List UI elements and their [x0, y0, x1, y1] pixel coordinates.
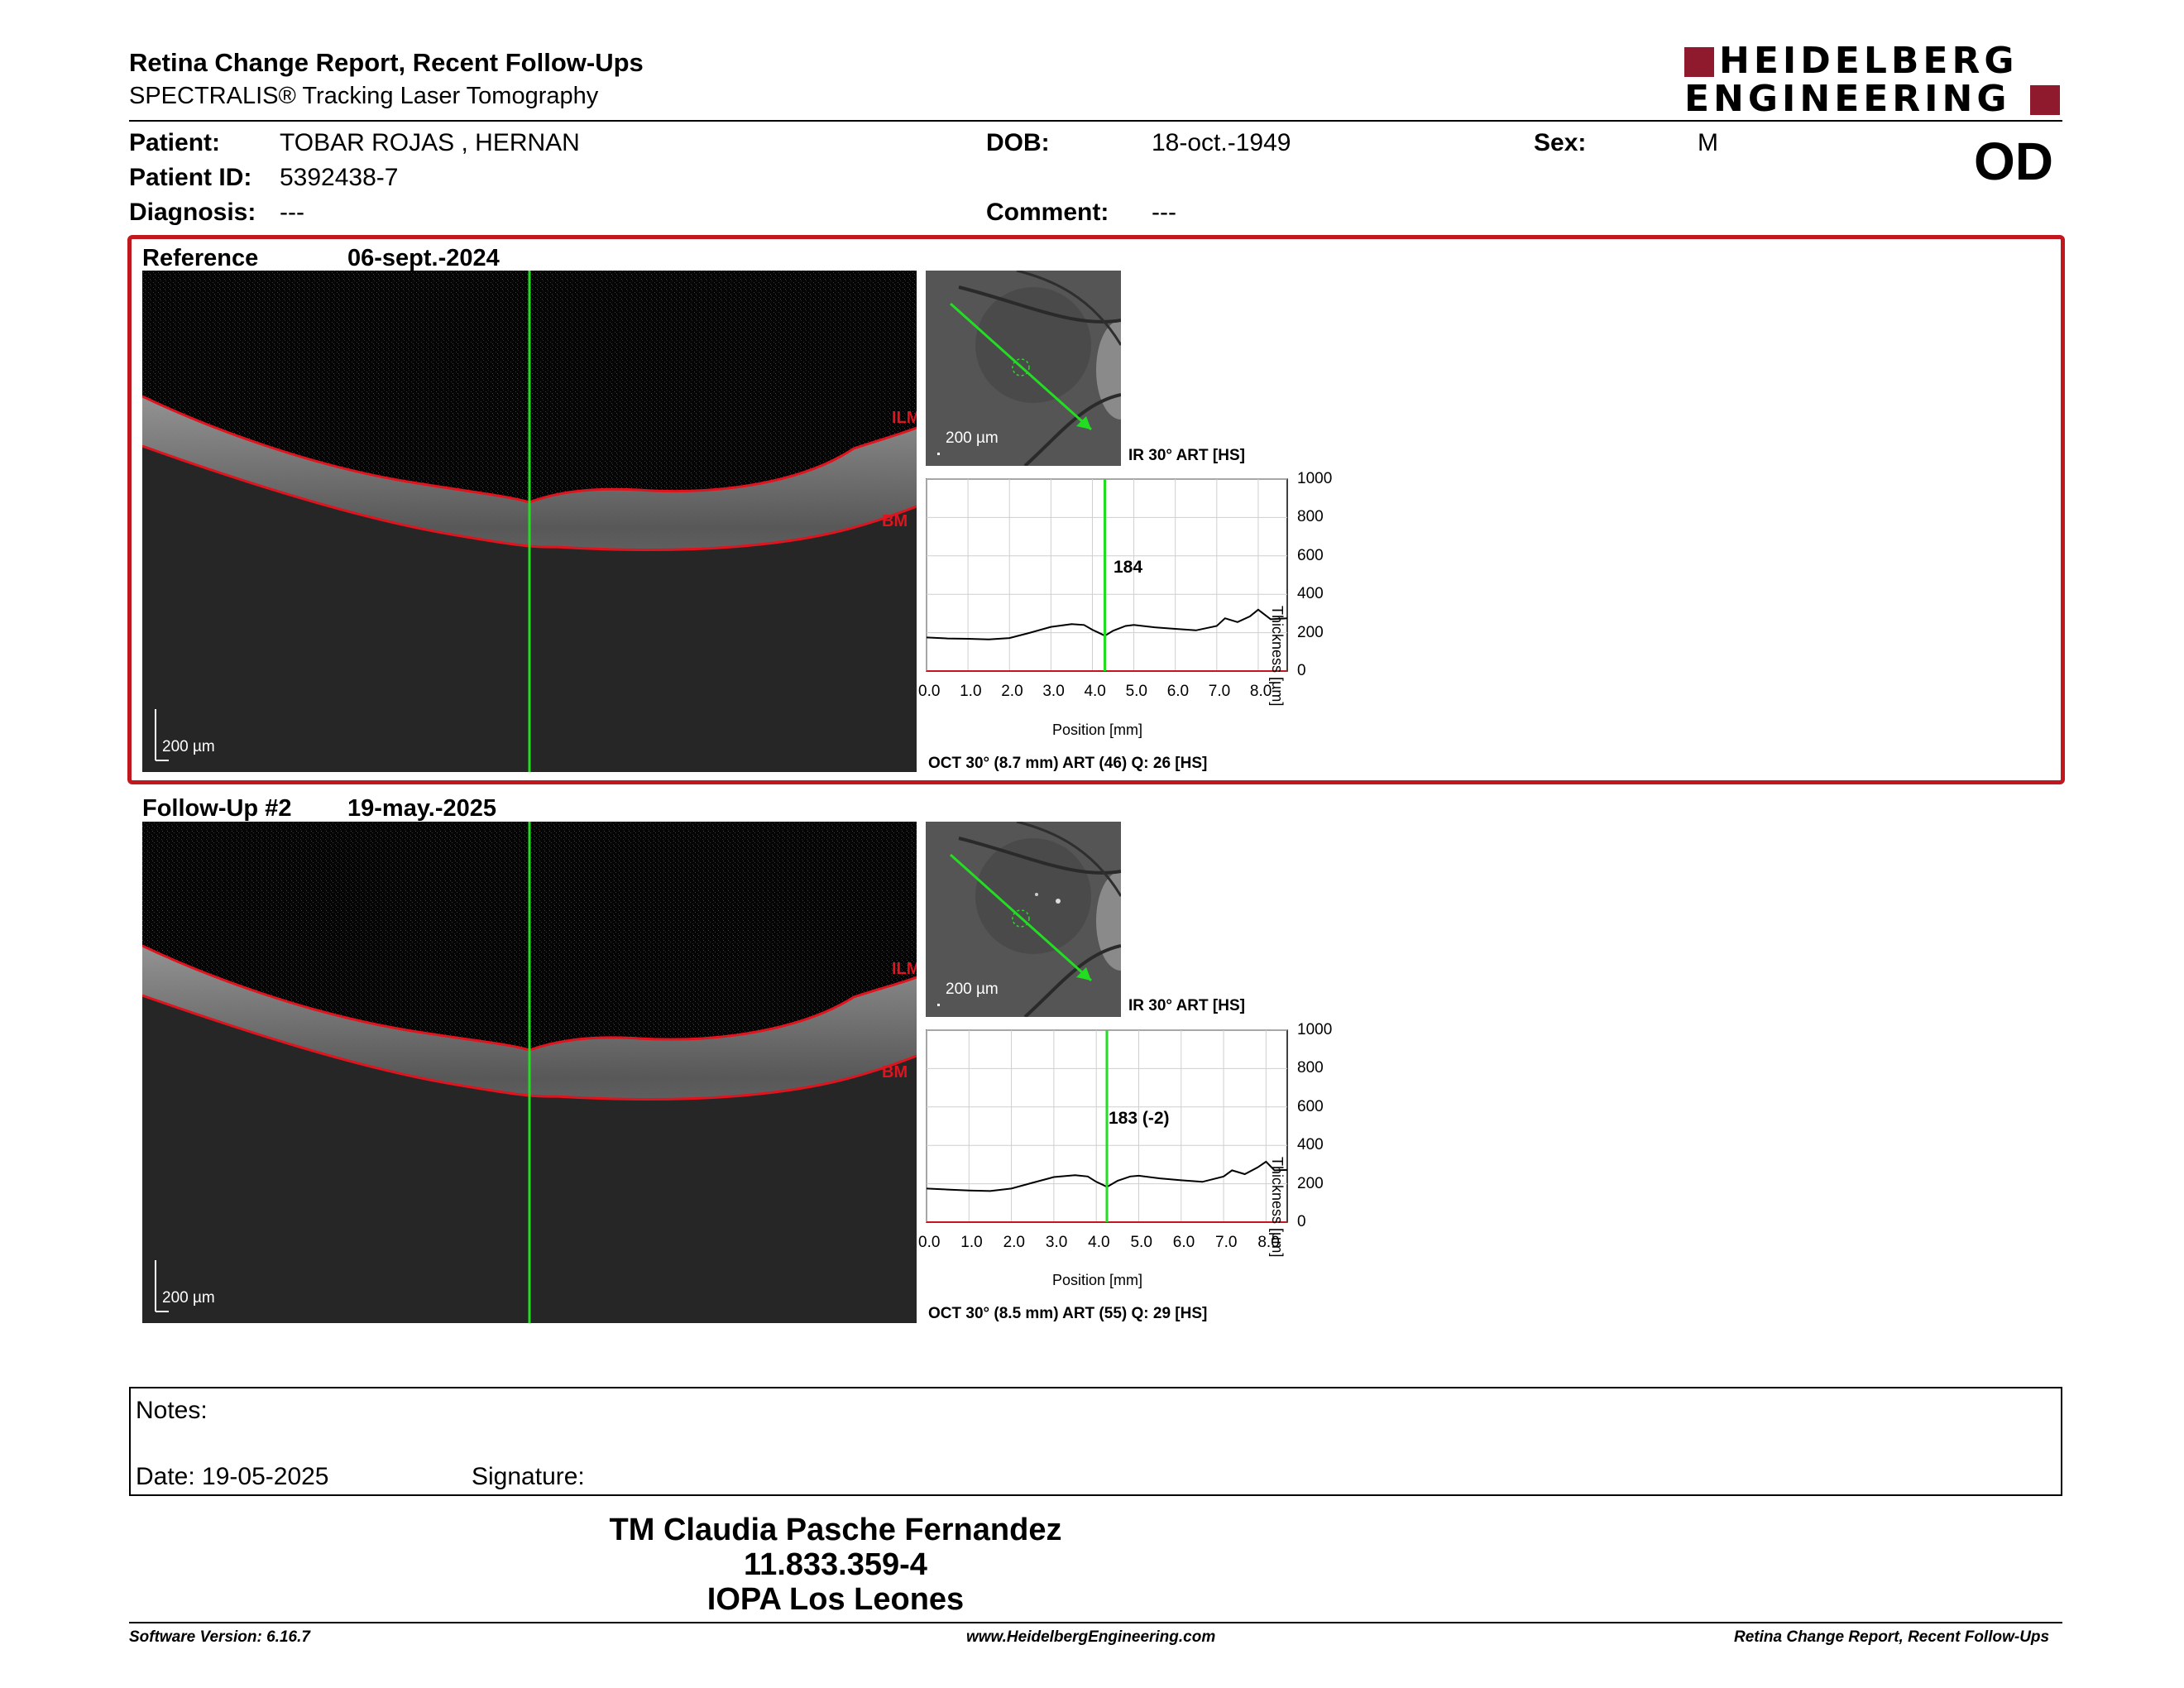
dob-value: 18-oct.-1949 [1152, 129, 1291, 156]
y-tick-label: 400 [1297, 1136, 1324, 1154]
followup-label: Follow-Up #2 [142, 795, 292, 822]
eye-indicator: OD [1974, 132, 2053, 191]
y-tick-label: 200 [1297, 623, 1324, 641]
y-tick-label: 200 [1297, 1174, 1324, 1192]
patient-id-value: 5392438-7 [280, 164, 399, 191]
y-tick-label: 600 [1297, 546, 1324, 564]
x-tick-label: 4.0 [1084, 683, 1106, 700]
patient-id-label: Patient ID: [129, 164, 252, 191]
x-tick-label: 8.0 [1257, 1234, 1280, 1251]
x-tick-label: 2.0 [1001, 683, 1023, 700]
chart-x-axis-label: Position [mm] [1052, 1272, 1143, 1288]
x-tick-label: 1.0 [960, 683, 982, 700]
ilm-label: ILM [892, 409, 917, 427]
comment-value: --- [1152, 199, 1176, 226]
software-version: Software Version: 6.16.7 [129, 1628, 310, 1646]
y-tick-label: 0 [1297, 662, 1306, 679]
report-title: Retina Change Report, Recent Follow-Ups [129, 48, 644, 77]
x-tick-label: 0.0 [918, 683, 941, 700]
followup-date: 19-may.-2025 [347, 795, 497, 822]
reference-date: 06-sept.-2024 [347, 245, 500, 271]
fundus-caption: IR 30° ART [HS] [1128, 447, 1245, 464]
y-tick-label: 1000 [1297, 1021, 1333, 1038]
signatory-id: 11.833.359-4 [744, 1547, 927, 1582]
signatory-name: TM Claudia Pasche Fernandez [609, 1513, 1062, 1547]
reference-label: Reference [142, 245, 259, 271]
y-tick-label: 0 [1297, 1213, 1306, 1230]
x-tick-label: 6.0 [1166, 683, 1190, 700]
x-tick-label: 3.0 [1045, 1234, 1068, 1251]
header-divider [129, 120, 2062, 122]
signatory-place: IOPA Los Leones [706, 1582, 965, 1617]
chart-marker-value: 183 (-2) [1109, 1109, 1170, 1128]
sex-value: M [1698, 129, 1718, 156]
footer-report-name: Retina Change Report, Recent Follow-Ups [1734, 1628, 2050, 1646]
x-tick-label: 4.0 [1088, 1234, 1110, 1251]
patient-name: TOBAR ROJAS , HERNAN [280, 129, 580, 156]
fundus-image-reference: 200 µm [926, 271, 1121, 466]
x-tick-label: 6.0 [1172, 1234, 1195, 1251]
thickness-series-line [926, 1160, 1288, 1192]
notes-date: Date: 19-05-2025 [136, 1463, 329, 1490]
x-tick-label: 1.0 [960, 1234, 983, 1251]
y-tick-label: 1000 [1297, 470, 1333, 487]
chart-marker-value: 184 [1114, 558, 1143, 577]
x-tick-label: 2.0 [1003, 1234, 1025, 1251]
logo-line1: HEIDELBERG [1719, 40, 2019, 82]
logo-line2: ENGINEERING [1684, 78, 2011, 120]
notes-box[interactable] [129, 1387, 2062, 1496]
notes-label: Notes: [136, 1397, 208, 1424]
thickness-series-line [926, 608, 1288, 640]
fundus-scale-label: 200 µm [946, 981, 999, 998]
diagnosis-label: Diagnosis: [129, 199, 256, 226]
y-tick-label: 600 [1297, 1097, 1324, 1115]
comment-label: Comment: [986, 199, 1109, 226]
oct-scale-label: 200 µm [162, 1289, 215, 1307]
x-tick-label: 7.0 [1215, 1234, 1238, 1251]
fundus-scale-label: 200 µm [946, 429, 999, 447]
footer-divider [129, 1622, 2062, 1623]
bm-label: BM [882, 512, 908, 530]
oct-bscan-reference: ILM BM 200 µm [142, 271, 917, 772]
sex-label: Sex: [1534, 129, 1587, 156]
ilm-label: ILM [892, 960, 917, 978]
website-link[interactable]: www.HeidelbergEngineering.com [966, 1628, 1216, 1646]
signature-label: Signature: [472, 1463, 585, 1490]
x-tick-label: 8.0 [1249, 683, 1272, 700]
dob-label: DOB: [986, 129, 1050, 156]
patient-label: Patient: [129, 129, 221, 156]
scan-caption: OCT 30° (8.7 mm) ART (46) Q: 26 [HS] [928, 755, 1208, 772]
x-tick-label: 5.0 [1130, 1234, 1152, 1251]
y-tick-label: 800 [1297, 1059, 1324, 1077]
bm-label: BM [882, 1063, 908, 1081]
scan-caption: OCT 30° (8.5 mm) ART (55) Q: 29 [HS] [928, 1305, 1208, 1322]
reference-frame [127, 235, 2065, 784]
x-tick-label: 0.0 [918, 1234, 941, 1251]
chart-x-axis-label: Position [mm] [1052, 722, 1143, 738]
x-tick-label: 5.0 [1125, 683, 1147, 700]
x-tick-label: 7.0 [1208, 683, 1231, 700]
oct-scale-label: 200 µm [162, 738, 215, 755]
y-tick-label: 400 [1297, 585, 1324, 603]
fundus-image-followup: 200 µm [926, 822, 1121, 1017]
y-tick-label: 800 [1297, 508, 1324, 526]
oct-bscan-followup: ILM BM 200 µm [142, 822, 917, 1323]
fundus-caption: IR 30° ART [HS] [1128, 997, 1245, 1014]
report-subtitle: SPECTRALIS® Tracking Laser Tomography [129, 83, 599, 109]
x-tick-label: 3.0 [1042, 683, 1065, 700]
diagnosis-value: --- [280, 199, 304, 226]
chart-frame [926, 478, 1288, 672]
